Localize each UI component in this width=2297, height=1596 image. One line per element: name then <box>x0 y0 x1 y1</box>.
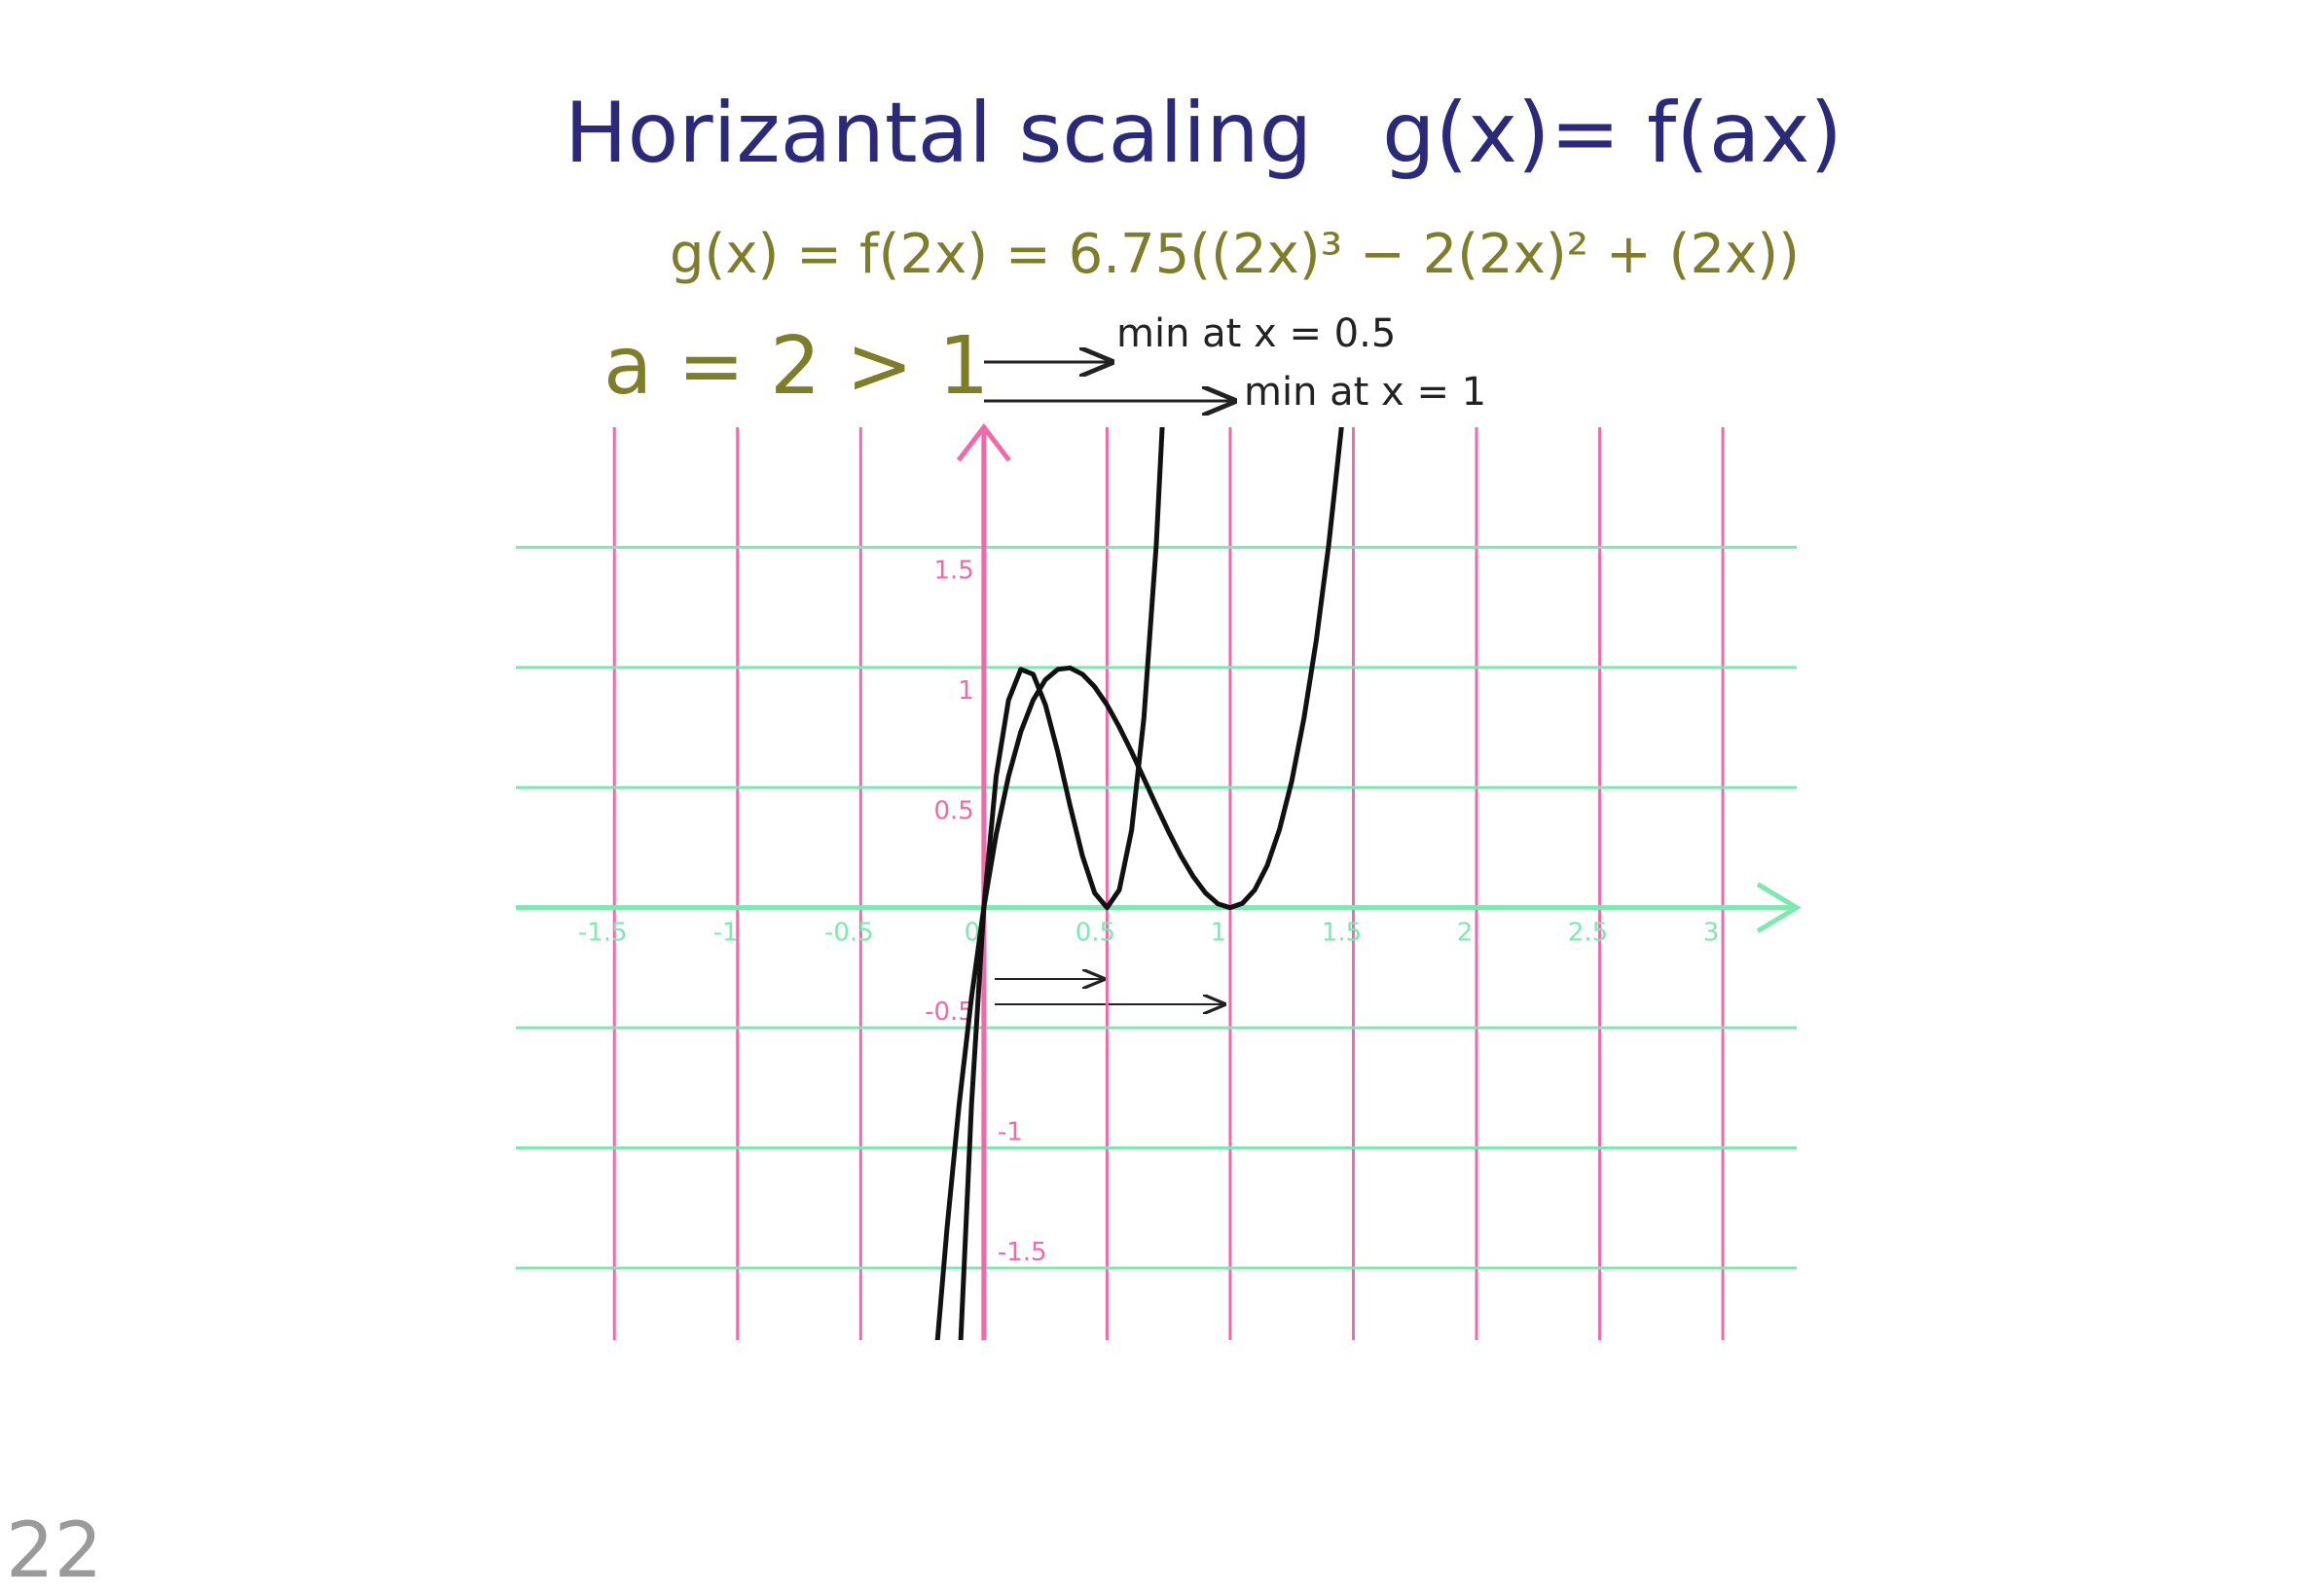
x-tick-label: 0.5 <box>1076 919 1115 948</box>
plot: -1.5 -1 -0.5 0 0.5 1 1.5 2 2.5 3 -1.5 -1 -0.5 0.5 1 1.5 <box>516 422 1802 1340</box>
x-tick-label: -1.5 <box>578 919 628 948</box>
x-tick-label: 2.5 <box>1568 919 1608 948</box>
x-tick-label: 0 <box>965 919 981 948</box>
y-tick-label: 1.5 <box>933 556 973 585</box>
y-axis-arrow <box>956 422 1011 462</box>
annotation: min at x = 0.5 <box>1116 311 1396 356</box>
general-formula: g(x)= f(ax) <box>1382 85 1842 182</box>
x-axis-arrow <box>1756 882 1802 933</box>
curve <box>934 427 1344 1340</box>
scale-factor: a = 2 > 1 <box>603 320 989 413</box>
annotation: min at x = 1 <box>1244 370 1486 415</box>
formula: g(x) = f(2x) = 6.75((2x)³ − 2(2x)² + (2x… <box>670 223 1800 286</box>
x-tick-label: -1 <box>713 919 739 948</box>
y-tick-label: -0.5 <box>925 998 974 1027</box>
page-number: 22 <box>6 1507 102 1595</box>
y-tick-label: -1 <box>998 1118 1023 1147</box>
x-tick-label: -0.5 <box>824 919 874 948</box>
title: Horizantal scaling <box>565 85 1312 182</box>
curve <box>958 427 1165 1340</box>
y-tick-label: 1 <box>958 676 974 706</box>
x-tick-label: 1.5 <box>1322 919 1362 948</box>
x-tick-label: 2 <box>1457 919 1474 948</box>
y-tick-label: 0.5 <box>933 796 973 825</box>
x-tick-label: 3 <box>1703 919 1720 948</box>
y-tick-label: -1.5 <box>998 1238 1047 1267</box>
x-tick-label: 1 <box>1211 919 1227 948</box>
